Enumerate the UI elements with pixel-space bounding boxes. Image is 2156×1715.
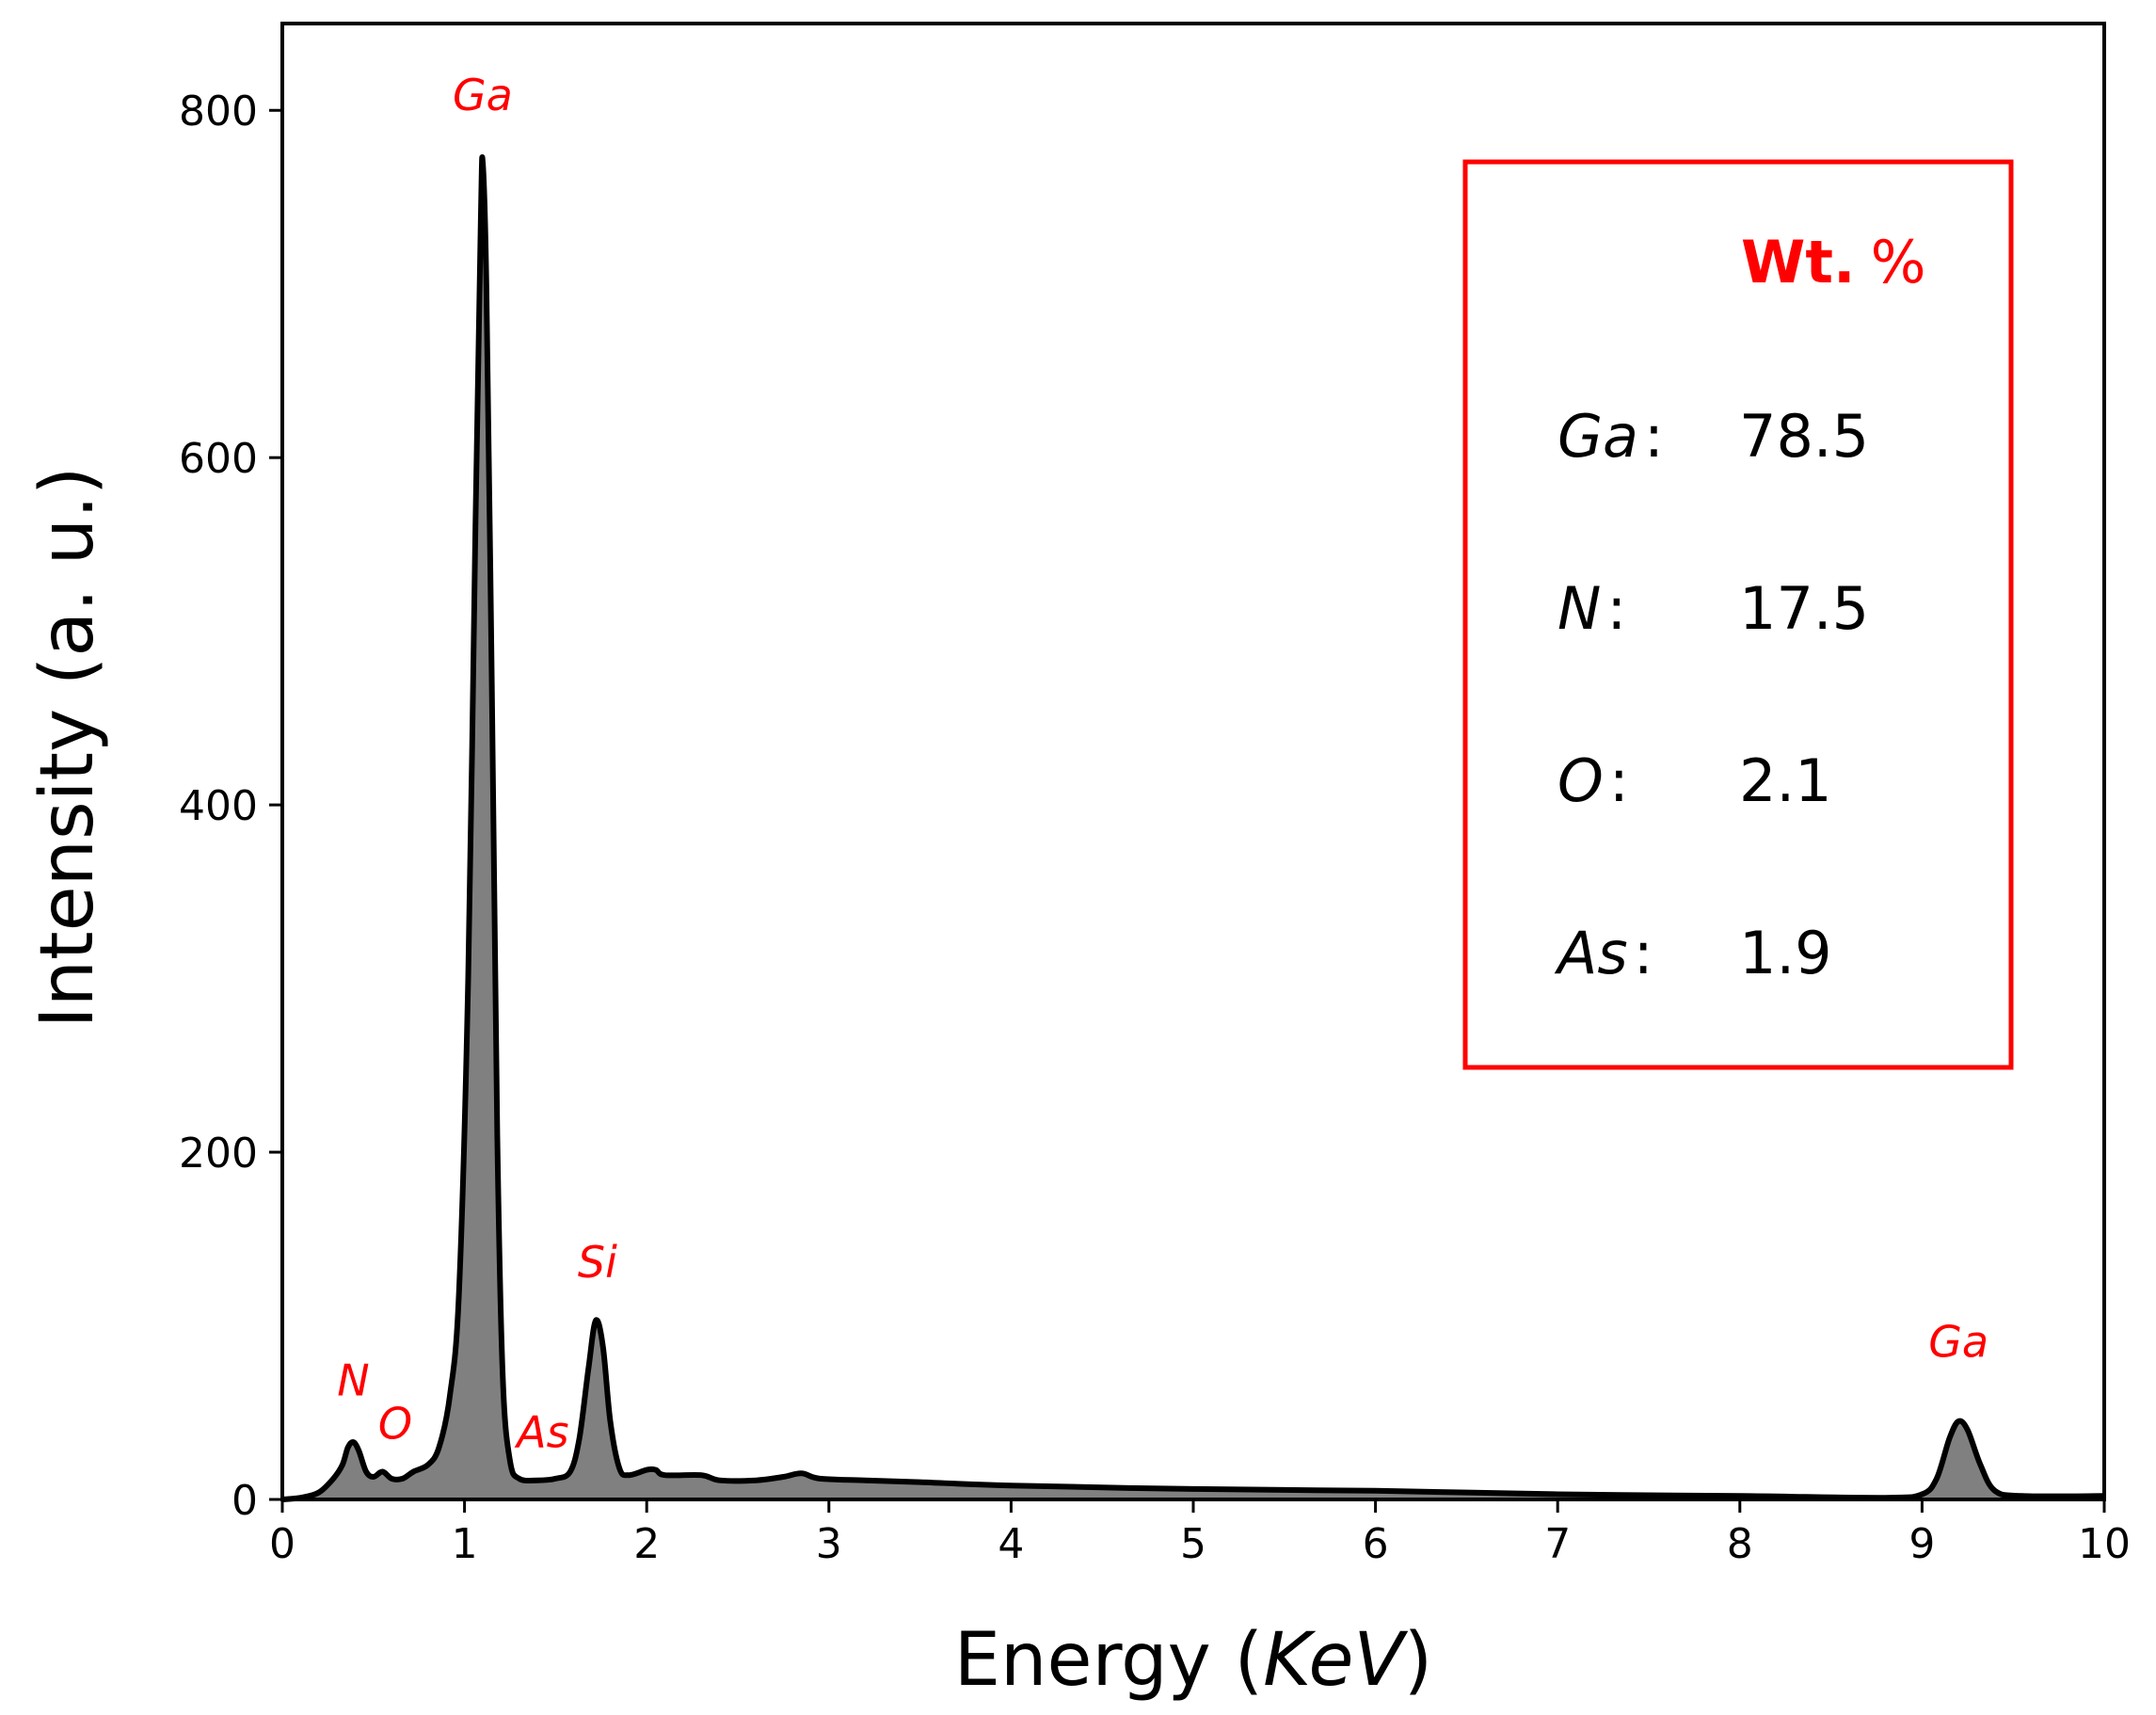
x-tick-label: 0 [269, 1520, 295, 1568]
weight-percent-title: Wt.% [1741, 228, 1926, 297]
weight-percent-row: N: 17.5 [1557, 574, 1869, 643]
x-tick-label: 4 [998, 1520, 1024, 1568]
weight-percent-element: As [1554, 919, 1628, 987]
x-tick-label: 1 [452, 1520, 478, 1568]
spectrum-fill [282, 156, 2104, 1499]
peak-label-ga: Ga [1928, 1317, 1988, 1368]
y-axis: 0 200 400 600 800 [179, 88, 282, 1525]
weight-percent-element: N [1557, 574, 1601, 643]
weight-percent-row: As: 1.9 [1554, 919, 1832, 987]
x-tick-label: 6 [1363, 1520, 1389, 1568]
peak-label-si: Si [578, 1237, 617, 1288]
y-tick-label: 0 [232, 1477, 258, 1525]
y-tick-label: 800 [179, 88, 258, 136]
x-tick-label: 9 [1908, 1520, 1935, 1568]
x-axis: 0 1 2 3 4 5 6 7 8 9 10 [269, 1499, 2131, 1568]
y-tick-label: 200 [179, 1130, 258, 1178]
weight-percent-value: 1.9 [1739, 919, 1832, 987]
y-tick-label: 400 [179, 782, 258, 830]
x-axis-title: Energy (KeV) [954, 1618, 1432, 1703]
x-tick-label: 2 [633, 1520, 660, 1568]
y-tick-label: 600 [179, 435, 258, 483]
weight-percent-value: 17.5 [1739, 574, 1869, 643]
weight-percent-colon: : [1606, 574, 1626, 643]
x-tick-label: 5 [1180, 1520, 1206, 1568]
x-tick-label: 3 [816, 1520, 842, 1568]
x-tick-label: 7 [1544, 1520, 1571, 1568]
weight-percent-element: O [1557, 746, 1604, 815]
weight-percent-colon: : [1634, 919, 1653, 987]
spectrum-line [281, 154, 2105, 1502]
peak-label-as: As [514, 1407, 568, 1458]
weight-percent-row: O: 2.1 [1557, 746, 1832, 815]
weight-percent-colon: : [1644, 402, 1664, 471]
x-tick-label: 10 [2078, 1520, 2131, 1568]
spectrum-layer [281, 154, 2105, 1502]
peak-label-n: N [337, 1354, 369, 1405]
peak-label-o: O [378, 1398, 412, 1449]
weight-percent-box: Wt.% Ga: 78.5 N: 17.5 O: 2.1 As: 1.9 [1462, 159, 2014, 1070]
weight-percent-value: 78.5 [1739, 402, 1869, 471]
weight-percent-entries: Ga: 78.5 N: 17.5 O: 2.1 As: 1.9 [1554, 402, 1869, 987]
x-tick-label: 8 [1727, 1520, 1753, 1568]
weight-percent-colon: : [1609, 746, 1629, 815]
y-axis-title: Intensity (a. u.) [25, 467, 110, 1029]
weight-percent-element: Ga [1557, 402, 1638, 471]
weight-percent-box-border [1462, 159, 2014, 1070]
weight-percent-row: Ga: 78.5 [1557, 402, 1869, 471]
weight-percent-value: 2.1 [1739, 746, 1832, 815]
peak-label-ga: Ga [453, 70, 513, 120]
